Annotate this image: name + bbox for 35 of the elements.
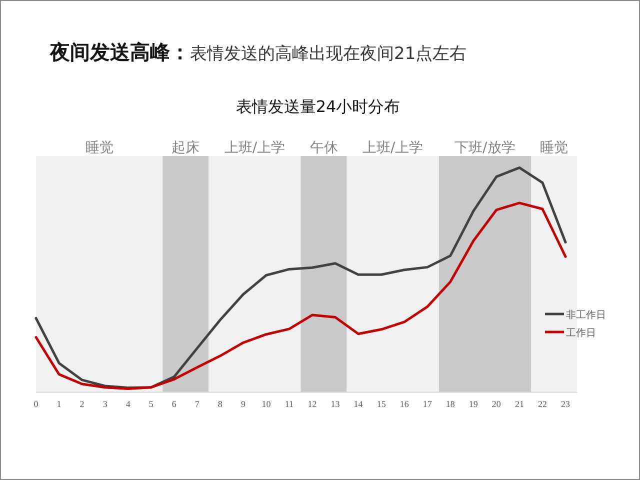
x-tick-label: 18 — [446, 399, 456, 409]
legend-label: 工作日 — [566, 328, 596, 339]
x-tick-label: 20 — [492, 399, 502, 409]
x-tick-label: 4 — [126, 399, 131, 409]
x-tick-label: 14 — [354, 399, 364, 409]
x-tick-label: 19 — [468, 399, 478, 409]
chart-title: 夜间发送高峰：表情发送的高峰出现在夜间21点左右 — [49, 40, 467, 64]
x-tick-label: 6 — [172, 399, 177, 409]
x-tick-label: 8 — [218, 399, 223, 409]
x-tick-label: 11 — [284, 399, 294, 409]
x-tick-label: 0 — [34, 399, 39, 409]
x-tick-label: 10 — [262, 399, 272, 409]
x-tick-label: 12 — [308, 399, 317, 409]
x-tick-label: 23 — [560, 399, 570, 409]
band-label: 下班/放学 — [454, 140, 516, 156]
band-label: 起床 — [172, 140, 200, 156]
band-label: 午休 — [310, 140, 338, 156]
band-label: 睡觉 — [540, 140, 568, 156]
x-tick-label: 2 — [80, 399, 84, 409]
x-tick-label: 16 — [400, 399, 410, 409]
legend-label: 非工作日 — [566, 309, 606, 321]
x-tick-label: 21 — [514, 399, 524, 409]
band-label: 上班/上学 — [362, 140, 424, 156]
x-tick-label: 22 — [538, 399, 547, 409]
x-tick-label: 9 — [240, 399, 246, 409]
x-tick-label: 3 — [102, 399, 108, 409]
band-label: 上班/上学 — [224, 140, 286, 156]
band-label: 睡觉 — [85, 140, 114, 156]
x-tick-label: 7 — [194, 399, 200, 409]
x-tick-label: 15 — [376, 399, 386, 409]
chart-subtitle: 表情发送量24小时分布 — [236, 97, 400, 116]
x-tick-label: 5 — [148, 399, 154, 409]
x-tick-label: 17 — [422, 399, 432, 409]
x-tick-label: 13 — [330, 399, 340, 409]
x-tick-label: 1 — [56, 399, 62, 409]
